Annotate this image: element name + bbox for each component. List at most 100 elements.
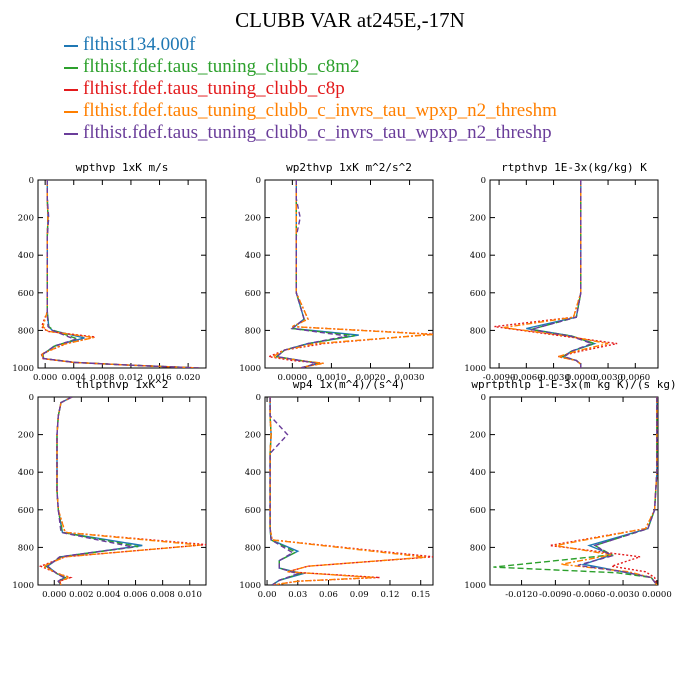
ytick-label: 1000 — [239, 581, 261, 591]
ytick-label: 400 — [245, 468, 261, 478]
ytick-label: 0 — [256, 393, 261, 403]
xtick-label: 0.0030 — [395, 373, 425, 383]
series-line-3 — [269, 397, 426, 585]
xtick-label: 0.004 — [96, 590, 120, 600]
ytick-label: 600 — [18, 289, 34, 299]
xtick-label: 0.0000 — [566, 373, 596, 383]
legend-label-0: flthist134.000f — [83, 34, 196, 55]
panel-5: wprtpthlp 1-E-3x(m kg K)/(s kg) 0 200 400 60… — [464, 378, 676, 600]
xtick-label: -0.0030 — [607, 590, 640, 600]
xtick-label: 0.000 — [42, 590, 66, 600]
panel-frame-3 — [37, 396, 207, 586]
panel-2: rtpthvp 1E-3x(kg/kg) K02004006008001000-… — [464, 161, 659, 383]
xtick-label: 0.006 — [123, 590, 147, 600]
xtick-label: -0.0090 — [483, 373, 516, 383]
figure-title: CLUBB VAR at245E,-17N — [235, 8, 465, 32]
panel-frame-1 — [264, 179, 434, 369]
xtick-label: 0.004 — [62, 373, 86, 383]
legend-swatch-2 — [64, 88, 78, 91]
legend-swatch-0 — [64, 44, 78, 47]
panel-title-1: wp2thvp 1xK m^2/s^2 — [286, 161, 412, 174]
xtick-label: 0.012 — [119, 373, 143, 383]
ytick-label: 600 — [245, 289, 261, 299]
xtick-label: 0.0020 — [356, 373, 386, 383]
xtick-label: -0.0090 — [539, 590, 572, 600]
xtick-label: 0.020 — [176, 373, 200, 383]
ytick-label: 800 — [245, 326, 261, 336]
legend: flthist134.000f flthist.fdef.taus_tuning… — [64, 34, 557, 144]
xtick-label: 0.03 — [288, 590, 307, 600]
xtick-label: 0.0060 — [620, 373, 650, 383]
series-line-1 — [493, 397, 658, 585]
series-line-2 — [269, 397, 433, 585]
panel-frame-2 — [489, 179, 659, 369]
legend-item-4: flthist.fdef.taus_tuning_clubb_c_invrs_t… — [64, 122, 557, 144]
xtick-label: -0.0060 — [573, 590, 606, 600]
legend-label-2: flthist.fdef.taus_tuning_clubb_c8p — [83, 78, 345, 99]
series-line-3 — [270, 180, 433, 368]
ytick-label: 1000 — [12, 581, 34, 591]
ytick-label: 400 — [470, 251, 486, 261]
ytick-label: 1000 — [464, 364, 486, 374]
series-line-1 — [42, 180, 199, 368]
xtick-label: 0.15 — [411, 590, 430, 600]
ytick-label: 0 — [29, 176, 34, 186]
xtick-label: 0.000 — [33, 373, 57, 383]
legend-item-2: flthist.fdef.taus_tuning_clubb_c8p — [64, 78, 557, 100]
series-line-4 — [577, 397, 658, 585]
ytick-label: 400 — [470, 468, 486, 478]
series-line-2 — [494, 180, 618, 368]
ytick-label: 800 — [470, 326, 486, 336]
legend-swatch-3 — [64, 110, 78, 113]
panel-title-4: wp4 1x(m^4)/(s^4) — [293, 378, 406, 391]
legend-item-3: flthist.fdef.taus_tuning_clubb_c_invrs_t… — [64, 100, 557, 122]
xtick-label: 0.002 — [69, 590, 93, 600]
series-line-4 — [41, 180, 199, 368]
ytick-label: 400 — [18, 251, 34, 261]
series-line-1 — [269, 397, 303, 585]
xtick-label: 0.0000 — [277, 373, 307, 383]
series-line-4 — [46, 397, 133, 585]
ytick-label: 800 — [245, 543, 261, 553]
ytick-label: 0 — [29, 393, 34, 403]
legend-item-1: flthist.fdef.taus_tuning_clubb_c8m2 — [64, 56, 557, 78]
series-line-2 — [40, 180, 199, 368]
ytick-label: 0 — [256, 176, 261, 186]
panel-frame-5 — [489, 396, 659, 586]
series-line-3 — [503, 180, 609, 368]
series-line-4 — [275, 180, 348, 368]
series-line-1 — [275, 180, 356, 368]
legend-label-4: flthist.fdef.taus_tuning_clubb_c_invrs_t… — [83, 122, 552, 143]
panel-title-5: wprtpthlp 1-E-3x(m kg K)/(s kg) — [471, 378, 676, 391]
legend-item-0: flthist134.000f — [64, 34, 557, 56]
ytick-label: 1000 — [464, 581, 486, 591]
ytick-label: 600 — [470, 506, 486, 516]
ytick-label: 400 — [18, 468, 34, 478]
xtick-label: 0.008 — [90, 373, 114, 383]
ytick-label: 200 — [18, 214, 34, 224]
legend-swatch-4 — [64, 132, 78, 135]
series-line-4 — [530, 180, 594, 368]
ytick-label: 200 — [18, 431, 34, 441]
ytick-label: 400 — [245, 251, 261, 261]
series-line-0 — [40, 180, 199, 368]
panel-frame-4 — [264, 396, 434, 586]
panel-1: wp2thvp 1xK m^2/s^2 0 200 400 600 800 1000 0.00… — [239, 161, 434, 383]
ytick-label: 1000 — [12, 364, 34, 374]
xtick-label: 0.06 — [319, 590, 338, 600]
panel-title-0: wpthvp 1xK m/s — [76, 161, 169, 174]
ytick-label: 200 — [245, 214, 261, 224]
xtick-label: 0.0010 — [317, 373, 347, 383]
legend-label-3: flthist.fdef.taus_tuning_clubb_c_invrs_t… — [83, 100, 557, 121]
series-line-2 — [38, 397, 206, 585]
ytick-label: 200 — [470, 214, 486, 224]
series-line-3 — [41, 180, 199, 368]
xtick-label: 0.00 — [258, 590, 277, 600]
ytick-label: 0 — [481, 176, 486, 186]
xtick-label: 0.0030 — [593, 373, 623, 383]
ytick-label: 600 — [18, 506, 34, 516]
xtick-label: -0.0030 — [537, 373, 570, 383]
